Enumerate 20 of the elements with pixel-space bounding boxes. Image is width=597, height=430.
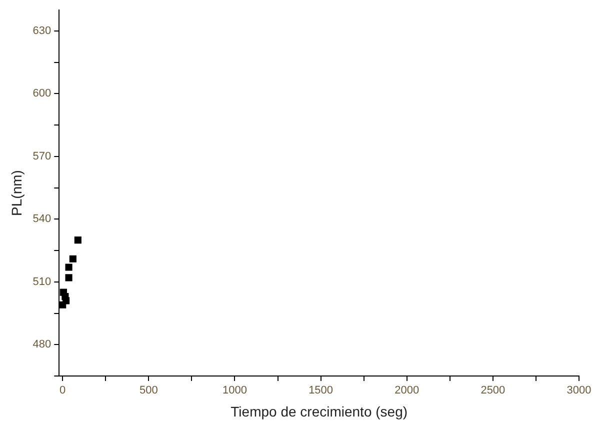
y-tick-label: 600 [32, 88, 52, 100]
x-tick-label: 2500 [480, 384, 506, 397]
x-tick-label: 0 [60, 384, 66, 397]
x-tick-label: 500 [139, 384, 158, 397]
point [69, 255, 76, 262]
x-axis-title: Tiempo de crecimiento (seg) [230, 403, 408, 420]
point [65, 264, 72, 271]
y-tick-label: 630 [32, 24, 52, 37]
x-tick-label: 1500 [308, 384, 334, 397]
y-tick-label: 540 [32, 213, 52, 226]
y-tick-label: 480 [32, 338, 52, 351]
point [62, 297, 70, 304]
y-tick-label: 510 [32, 276, 52, 288]
y-tick-label: 570 [32, 150, 52, 162]
point [65, 274, 72, 282]
y-axis-title: PL(nm) [8, 170, 24, 216]
x-tick-label: 1000 [222, 384, 247, 397]
point [74, 236, 82, 244]
x-tick-label: 3000 [566, 384, 592, 397]
x-tick-label: 2000 [394, 384, 420, 397]
